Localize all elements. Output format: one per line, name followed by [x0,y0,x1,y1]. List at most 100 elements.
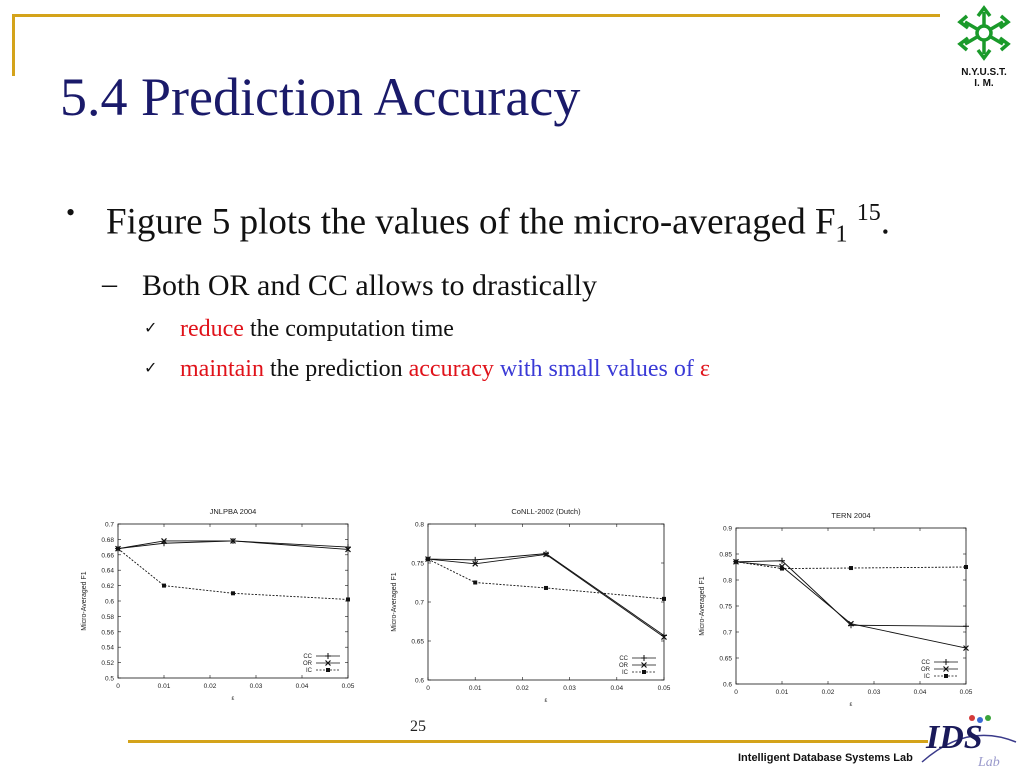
data-point-ic [426,557,430,562]
y-tick-label: 0.6 [415,678,424,685]
data-point-ic-glyph [780,566,784,571]
x-tick-label: 0.03 [868,689,881,696]
ids-logo-sub: Lab [977,755,1000,768]
data-point-ic [780,566,784,571]
data-point-or-glyph [543,551,549,558]
legend-marker [944,674,948,678]
chart-conll: CoNLL-2002 (Dutch) 0.6 0.65 0.7 0.75 0.8 0 0.01… [384,504,680,721]
data-point-or-glyph [230,538,236,544]
data-point-ic [662,596,666,601]
y-tick-label: 0.8 [415,522,424,529]
data-point-ic [116,546,120,551]
y-tick-label: 0.7 [415,600,424,607]
left-accent-line [12,14,15,76]
x-tick-label: 0.01 [158,683,171,690]
legend-marker-glyph [642,670,646,674]
page-number: 25 [410,718,426,735]
data-point-cc-glyph [963,623,969,630]
chart-tern-svg: TERN 2004 0.6 0.65 0.7 0.75 0.8 0.85 0.9 0 0.01 0.… [699,511,973,708]
data-point-ic-glyph [116,546,120,551]
series-line-or [117,540,349,550]
legend-label: OR [921,667,931,673]
data-point-ic [346,597,350,602]
f1-subscript: 1 [835,221,848,248]
legend-label: CC [921,660,930,666]
legend-marker [641,662,647,668]
bullet-marker: • [66,198,76,227]
y-tick-label: 0.54 [101,645,114,652]
ids-lab-logo: IDS Lab [912,712,1022,770]
bullet-item-figure: • Figure 5 plots the values of the micro… [66,190,996,258]
check2-mid: the prediction [263,355,409,382]
maintain-word: maintain [180,355,264,382]
chart-jnlpba-svg: JNLPBA 2004 0.5 0.52 0.54 0.56 0.58 0.6 0.62 0.6… [81,507,355,702]
university-logo: N.Y.U.S.T. I. M. [948,4,1020,89]
data-point-ic-glyph [231,591,235,596]
y-tick-label: 0.7 [723,630,732,637]
data-point-ic-glyph [544,585,548,590]
legend-marker-glyph [325,660,331,666]
legend-label: CC [303,654,312,660]
legend-marker [325,660,331,666]
data-point-ic-glyph [162,583,166,588]
chart-title: CoNLL-2002 (Dutch) [511,507,581,516]
data-point-or-glyph [345,546,351,553]
y-tick-label: 0.7 [105,522,114,529]
data-point-ic [849,566,853,571]
data-point-ic-glyph [964,565,968,569]
x-tick-label: 0.02 [822,689,835,696]
data-point-or-glyph [161,538,167,544]
legend-label: IC [622,670,629,676]
top-accent-line [12,14,940,17]
x-tick-label: 0.01 [469,685,482,692]
sub-bullet-item: – Both OR and CC allows to drastically [66,266,996,306]
footnote-superscript: 15 [856,200,881,226]
x-tick-label: 0 [116,683,120,690]
check-item-reduce: ✓ reduce the computation time [66,312,996,346]
chart-tern: TERN 2004 0.6 0.65 0.7 0.75 0.8 0.85 0.9 0 0.01 0.… [692,508,982,719]
x-tick-label: 0 [426,685,430,692]
x-axis-label: ε [850,701,853,708]
snowflake-logo-icon [957,5,1011,61]
logo-caption-line1: N.Y.U.S.T. [961,67,1007,78]
series-line-ic [735,561,967,570]
y-tick-label: 0.68 [101,537,114,544]
x-tick-label: 0.03 [563,685,576,692]
bullet-list: • Figure 5 plots the values of the micro… [66,190,996,386]
check-item-maintain: ✓ maintain the prediction accuracy with … [66,352,996,386]
accuracy-word: accuracy [408,355,494,382]
sub-bullet-text: Both OR and CC allows to drastically [142,268,597,302]
legend-marker-glyph [944,674,948,678]
ids-logo-text: IDS [925,719,983,756]
x-tick-label: 0.05 [658,685,671,692]
bottom-accent-line [128,740,928,743]
y-tick-label: 0.5 [105,676,114,683]
data-point-ic-glyph [849,566,853,571]
epsilon-symbol: ε [699,355,710,382]
logo-caption-line2: I. M. [974,78,994,89]
y-axis-label: Micro-Averaged F1 [81,571,88,631]
legend-marker-glyph [325,653,331,659]
x-tick-label: 0 [734,689,738,696]
x-tick-label: 0.05 [960,689,973,696]
data-point-ic-glyph [346,597,350,602]
legend-marker [326,668,330,672]
y-tick-label: 0.75 [719,604,732,611]
legend-label: IC [306,668,313,674]
reduce-word: reduce [180,315,244,342]
y-tick-label: 0.75 [411,561,424,568]
plot-frame [735,527,967,685]
footer-lab-name: Intelligent Database Systems Lab [738,752,913,764]
x-tick-label: 0.04 [296,683,309,690]
legend-marker-glyph [641,662,647,668]
data-point-cc [779,557,785,564]
legend-marker [943,659,949,665]
x-axis-label: ε [232,695,235,702]
x-tick-label: 0.01 [776,689,789,696]
data-point-or [161,538,167,544]
data-point-ic [473,580,478,585]
data-point-ic-glyph [734,559,738,564]
data-point-cc-glyph [779,557,785,564]
x-tick-label: 0.04 [914,689,927,696]
check1-text: the computation time [243,315,454,342]
